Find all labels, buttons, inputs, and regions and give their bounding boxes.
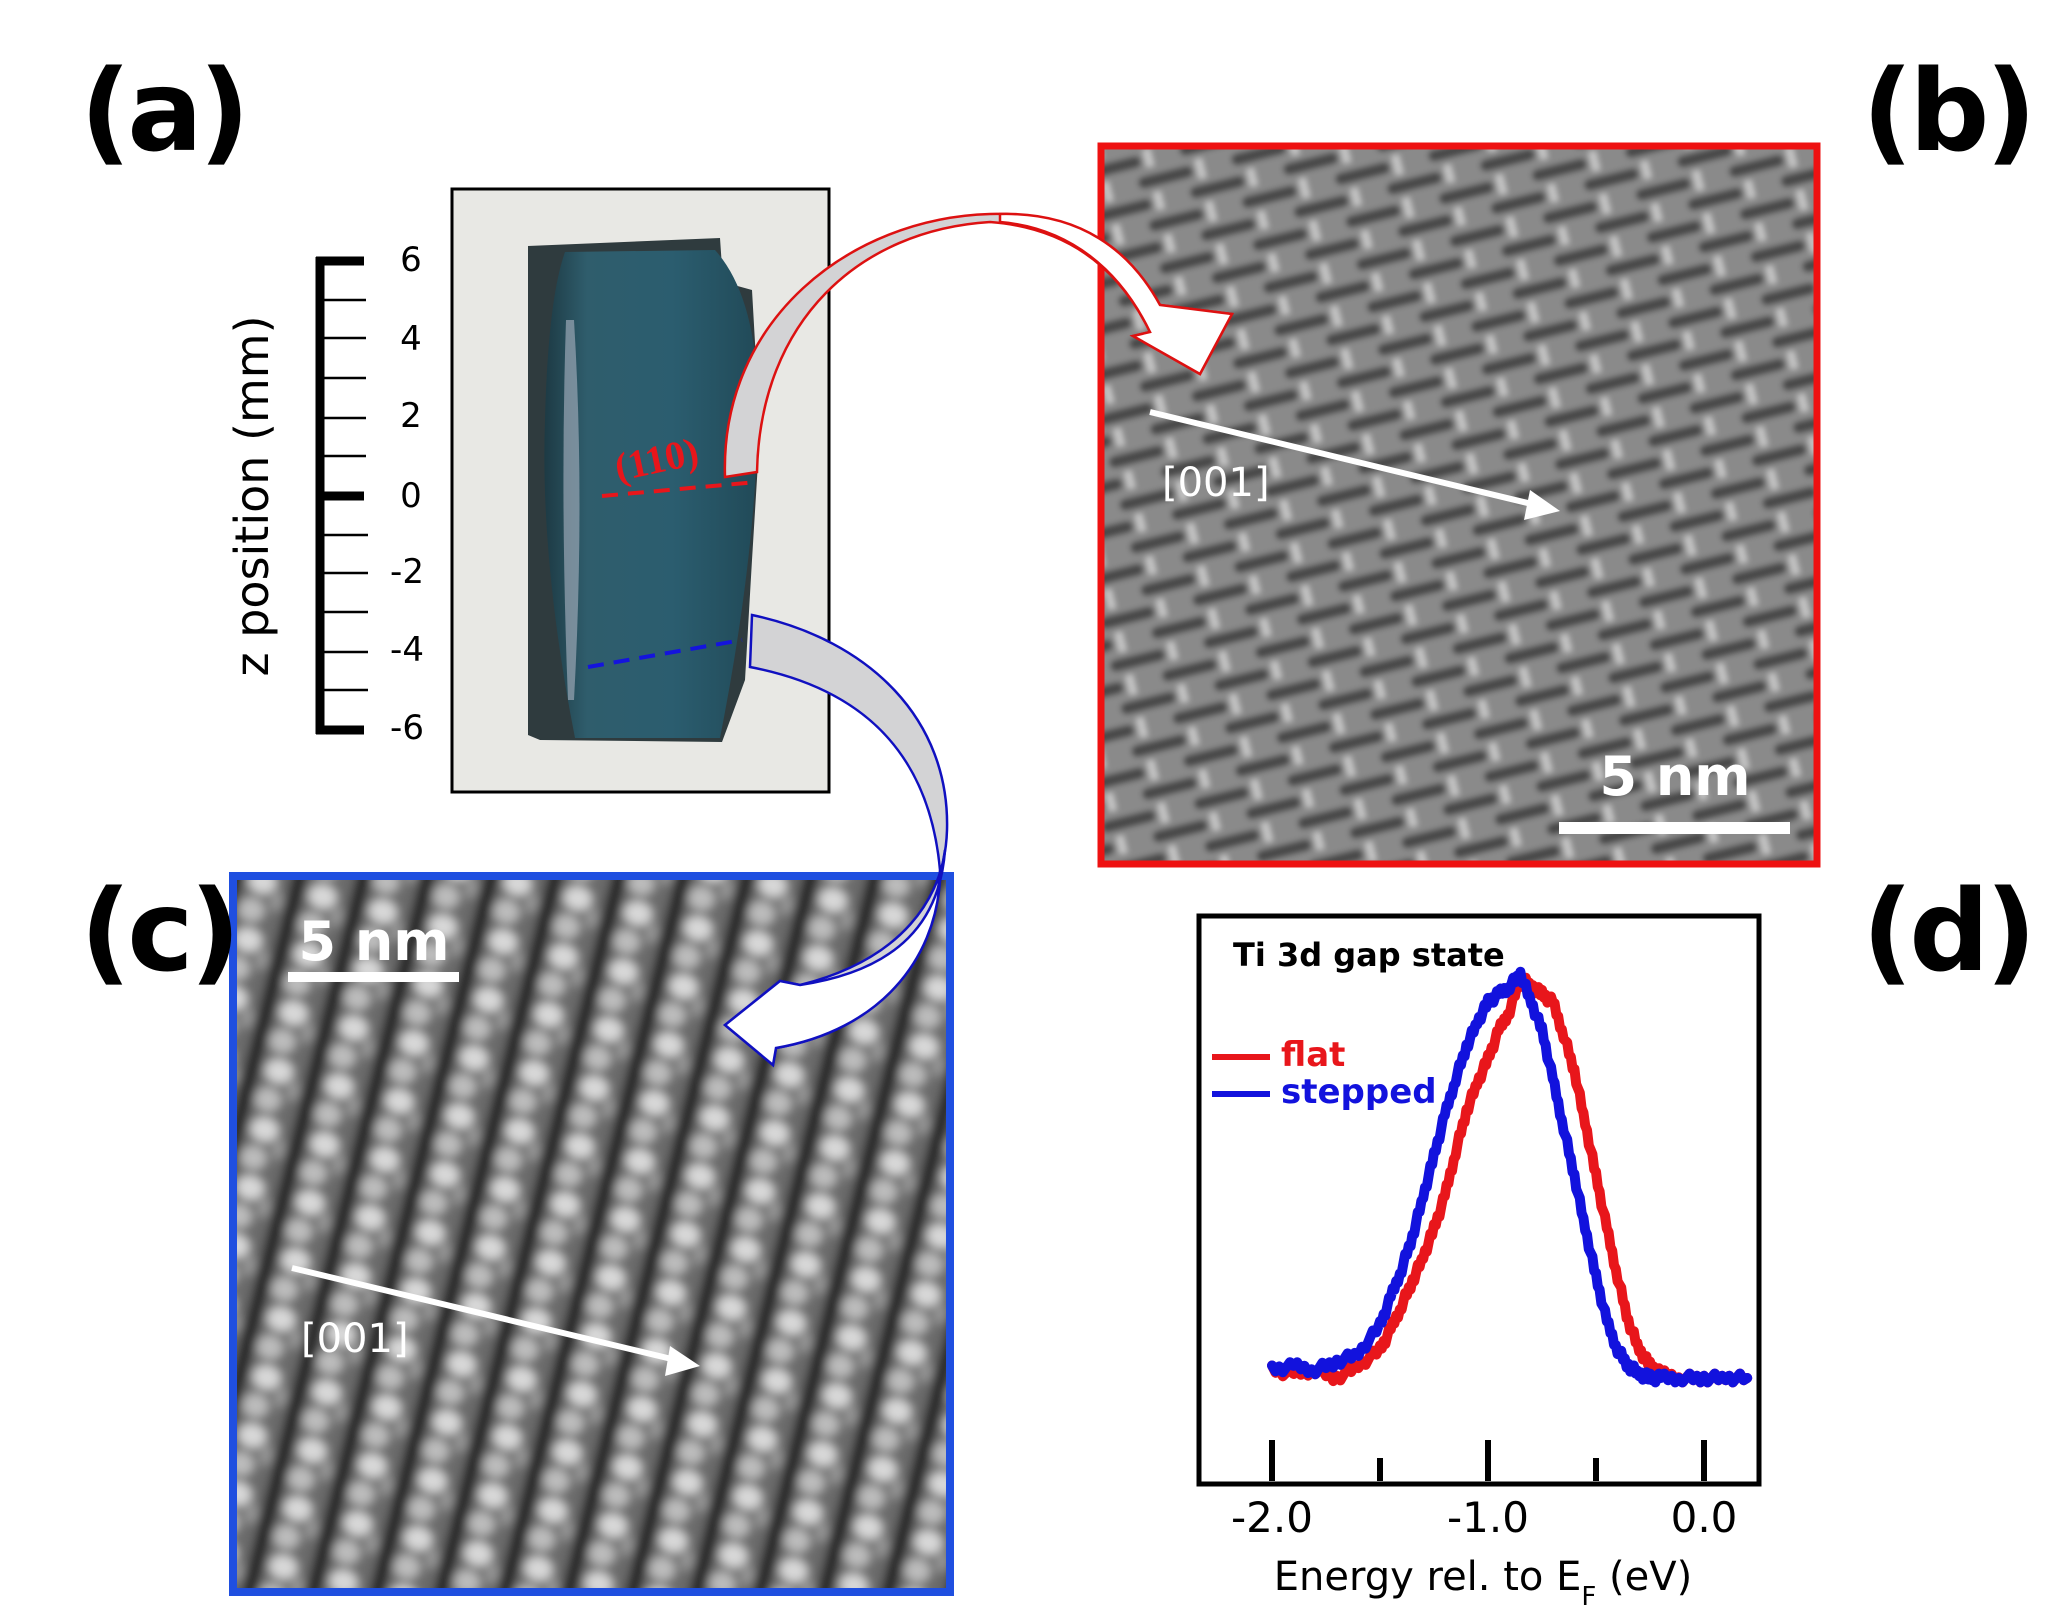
x-tick-label: -2.0 [1231, 1493, 1313, 1542]
stepped-region-cut-line [587, 638, 743, 669]
legend-label-flat: flat [1281, 1035, 1345, 1075]
plot-frame [1196, 913, 1762, 1487]
red-curved-arrow-icon [723, 212, 1234, 479]
series-line-stepped [1267, 966, 1753, 1388]
x-tick-label: -1.0 [1447, 1493, 1529, 1542]
panel-label-b: (b) [1862, 47, 2037, 177]
scale-tick-4: 4 [400, 319, 422, 359]
scale-bar [288, 972, 459, 982]
x-tick-label: 0.0 [1671, 1493, 1738, 1542]
blue-curved-arrow-icon [723, 613, 949, 1068]
panel-d-spectrum-chart: Ti 3d gap state flat stepped -2.0 -1.0 0… [1196, 913, 1762, 1612]
z-position-scale [315, 256, 368, 735]
panel-label-c: (c) [80, 867, 241, 997]
panel-a: (110) 6 4 2 0 -2 -4 -6 z posit [225, 187, 831, 794]
scale-bar-label: 5 nm [298, 910, 449, 973]
scale-tick-2: 2 [400, 396, 422, 436]
direction-label: [001] [301, 1316, 409, 1362]
scale-tick-6: 6 [400, 240, 422, 280]
chart-title: Ti 3d gap state [1233, 936, 1505, 974]
panel-label-a: (a) [80, 47, 250, 177]
panel-c-border [229, 872, 954, 1596]
scale-tick-m2: -2 [390, 552, 424, 592]
scale-tick-m6: -6 [390, 708, 424, 748]
x-axis-ticks [1269, 1440, 1707, 1481]
legend-label-stepped: stepped [1281, 1072, 1437, 1112]
series-line-flat [1267, 970, 1753, 1388]
panel-b-stm-image-flat: [001] 5 nm [1097, 142, 1821, 868]
scale-bar-label: 5 nm [1599, 745, 1750, 808]
scale-tick-m4: -4 [390, 630, 424, 670]
panel-label-d: (d) [1862, 867, 2037, 997]
scale-bar [1559, 822, 1790, 834]
direction-arrow-icon [1524, 490, 1560, 520]
x-axis-label: Energy rel. to EF (eV) [1274, 1554, 1693, 1612]
scale-tick-0: 0 [400, 476, 422, 516]
z-axis-label: z position (mm) [225, 315, 279, 676]
direction-label: [001] [1162, 460, 1270, 506]
panel-b-border [1097, 142, 1821, 868]
direction-arrow-icon [665, 1346, 700, 1376]
